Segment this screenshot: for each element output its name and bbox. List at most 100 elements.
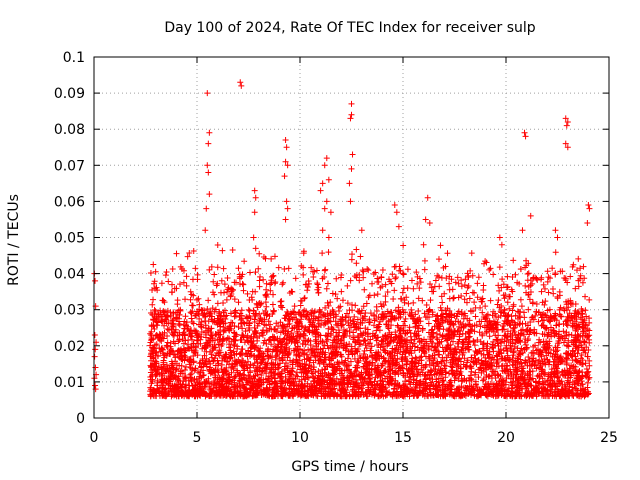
data-point <box>474 349 481 356</box>
data-point <box>177 349 184 356</box>
data-point <box>198 318 205 325</box>
data-point <box>346 322 353 329</box>
data-point <box>351 369 358 376</box>
data-point <box>496 287 503 294</box>
data-point <box>526 296 533 303</box>
data-point <box>351 373 358 380</box>
data-point <box>586 205 593 212</box>
data-point <box>440 377 447 384</box>
data-point <box>421 257 428 264</box>
data-point <box>293 346 300 353</box>
data-point <box>239 280 246 287</box>
data-point <box>474 294 481 301</box>
data-point <box>449 371 456 378</box>
data-point <box>147 369 154 376</box>
data-point <box>542 325 549 332</box>
data-point <box>324 280 331 287</box>
data-point <box>416 285 423 292</box>
data-point <box>489 312 496 319</box>
data-point <box>468 354 475 361</box>
data-point <box>555 359 562 366</box>
data-point <box>408 337 415 344</box>
data-point <box>382 281 389 288</box>
data-point <box>494 371 501 378</box>
data-point <box>469 323 476 330</box>
data-point <box>453 313 460 320</box>
data-point <box>202 391 209 398</box>
data-point <box>323 337 330 344</box>
data-point <box>205 392 212 399</box>
data-point <box>507 392 514 399</box>
data-point <box>534 384 541 391</box>
data-point <box>363 345 370 352</box>
data-point <box>318 386 325 393</box>
data-point <box>321 366 328 373</box>
data-point <box>475 374 482 381</box>
data-point <box>279 379 286 386</box>
data-point <box>246 307 253 314</box>
data-point <box>341 381 348 388</box>
data-point <box>282 216 289 223</box>
data-point <box>479 309 486 316</box>
data-point <box>214 357 221 364</box>
data-point <box>188 378 195 385</box>
data-point <box>188 370 195 377</box>
data-point <box>423 301 430 308</box>
data-point <box>174 348 181 355</box>
data-point <box>153 341 160 348</box>
data-point <box>467 375 474 382</box>
data-point <box>585 368 592 375</box>
data-point <box>502 356 509 363</box>
data-point <box>512 321 519 328</box>
data-point <box>147 330 154 337</box>
data-point <box>190 320 197 327</box>
data-point <box>362 337 369 344</box>
data-point <box>351 389 358 396</box>
data-point <box>571 312 578 319</box>
data-point <box>267 281 274 288</box>
data-point <box>485 364 492 371</box>
data-point <box>293 369 300 376</box>
data-point <box>313 392 320 399</box>
data-point <box>378 337 385 344</box>
data-point <box>323 198 330 205</box>
data-point <box>406 350 413 357</box>
data-point <box>443 337 450 344</box>
data-point <box>562 383 569 390</box>
data-point <box>495 297 502 304</box>
data-point <box>261 316 268 323</box>
data-point <box>564 144 571 151</box>
data-point <box>207 331 214 338</box>
data-point <box>507 322 514 329</box>
data-point <box>377 300 384 307</box>
data-point <box>263 286 270 293</box>
data-point <box>235 265 242 272</box>
data-point <box>539 375 546 382</box>
data-point <box>529 300 536 307</box>
data-point <box>92 346 99 353</box>
data-point <box>327 312 334 319</box>
data-point <box>485 380 492 387</box>
data-point <box>442 263 449 270</box>
data-point <box>461 296 468 303</box>
data-point <box>514 384 521 391</box>
data-point <box>495 392 502 399</box>
data-point <box>208 263 215 270</box>
data-point <box>359 267 366 274</box>
data-point <box>292 339 299 346</box>
data-point <box>395 304 402 311</box>
data-point <box>514 338 521 345</box>
data-point <box>529 349 536 356</box>
data-point <box>195 295 202 302</box>
data-point <box>281 266 288 273</box>
data-points <box>91 79 593 400</box>
data-point <box>225 284 232 291</box>
data-point <box>147 351 154 358</box>
data-point <box>480 377 487 384</box>
data-point <box>414 317 421 324</box>
data-point <box>525 306 532 313</box>
data-point <box>392 307 399 314</box>
data-point <box>541 378 548 385</box>
data-point <box>244 353 251 360</box>
data-point <box>325 234 332 241</box>
